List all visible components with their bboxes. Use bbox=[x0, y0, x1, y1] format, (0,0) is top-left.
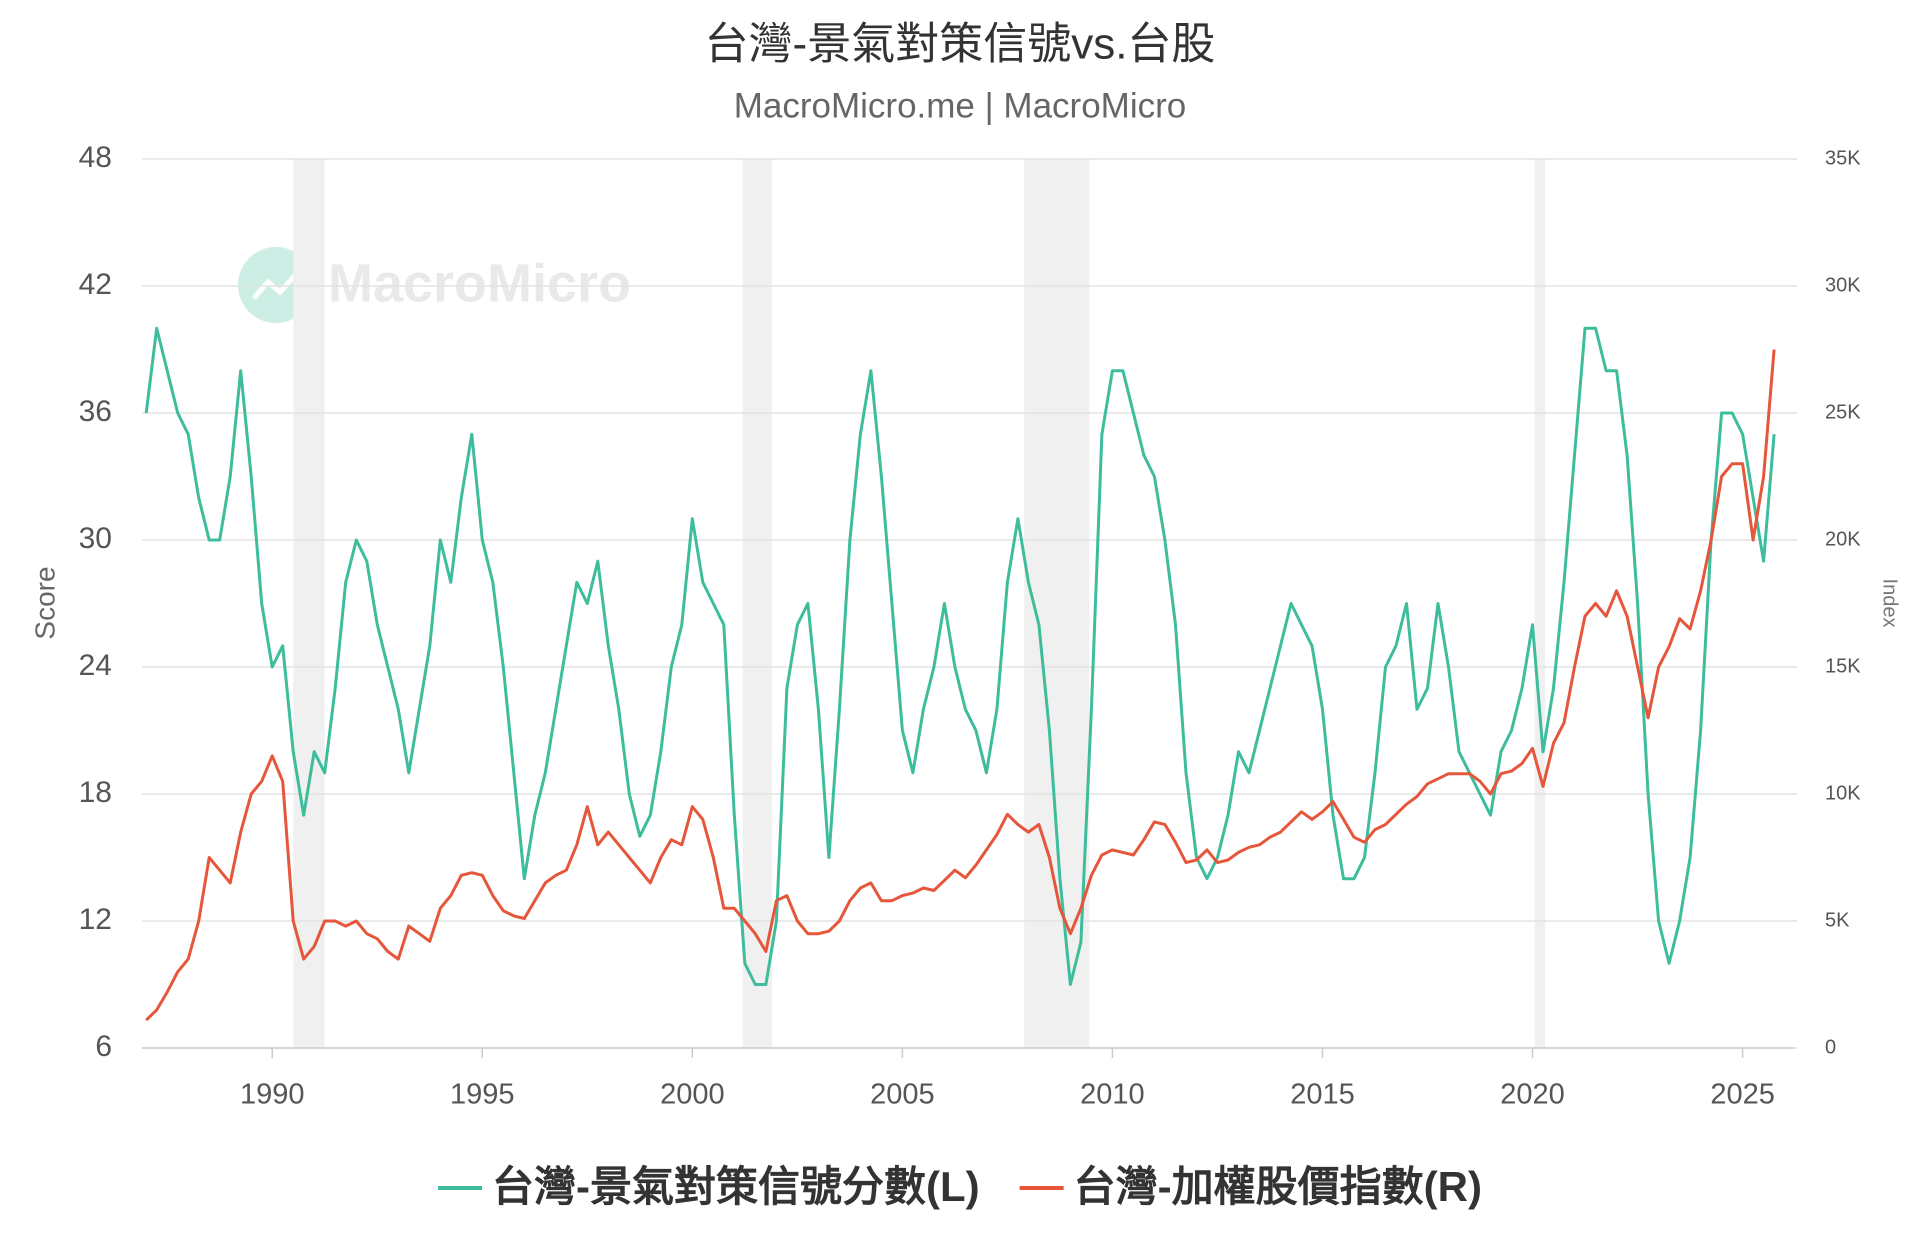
x-tick-label: 1990 bbox=[240, 1079, 305, 1111]
y2-tick-label: 25K bbox=[1825, 401, 1861, 423]
y2-tick-label: 0 bbox=[1825, 1036, 1836, 1058]
legend-label: 台灣-景氣對策信號分數(L) bbox=[492, 1163, 980, 1210]
series-line bbox=[145, 349, 1776, 1022]
y2-tick-label: 10K bbox=[1825, 782, 1861, 804]
x-tick-label: 2025 bbox=[1710, 1079, 1775, 1111]
y2-tick-label: 35K bbox=[1825, 147, 1861, 169]
legend-item: 台灣-景氣對策信號分數(L) bbox=[438, 1163, 980, 1210]
y-axis-title: Score bbox=[29, 566, 60, 639]
series-line bbox=[144, 326, 1776, 986]
x-tick-label: 2000 bbox=[660, 1079, 725, 1111]
y-tick-label: 18 bbox=[79, 776, 112, 809]
recession-band bbox=[1534, 159, 1546, 1048]
y-tick-label: 6 bbox=[95, 1030, 112, 1063]
y2-tick-label: 20K bbox=[1825, 528, 1861, 550]
x-tick-label: 2010 bbox=[1080, 1079, 1145, 1111]
watermark-text: MacroMicro bbox=[328, 253, 631, 313]
y2-tick-label: 15K bbox=[1825, 655, 1861, 677]
chart-title: 台灣-景氣對策信號vs.台股 bbox=[705, 20, 1216, 69]
recession-band bbox=[293, 159, 325, 1048]
y-tick-label: 24 bbox=[79, 649, 112, 682]
legend-item: 台灣-加權股價指數(R) bbox=[1019, 1163, 1482, 1210]
watermark-icon-line bbox=[252, 270, 300, 300]
y2-axis-title: Index bbox=[1879, 579, 1901, 628]
y-tick-label: 30 bbox=[79, 522, 112, 555]
x-tick-label: 2005 bbox=[870, 1079, 935, 1111]
y2-tick-label: 30K bbox=[1825, 274, 1861, 296]
y-tick-label: 42 bbox=[79, 268, 112, 301]
legend-label: 台灣-加權股價指數(R) bbox=[1074, 1163, 1482, 1210]
y-tick-label: 12 bbox=[79, 903, 112, 936]
x-tick-label: 2015 bbox=[1290, 1079, 1355, 1111]
x-tick-label: 2020 bbox=[1500, 1079, 1565, 1111]
y-tick-label: 48 bbox=[79, 141, 112, 174]
legend: 台灣-景氣對策信號分數(L) 台灣-加權股價指數(R) bbox=[438, 1163, 1482, 1210]
recession-band bbox=[742, 159, 773, 1048]
x-tick-label: 1995 bbox=[450, 1079, 515, 1111]
y-tick-label: 36 bbox=[79, 395, 112, 428]
chart-subtitle: MacroMicro.me | MacroMicro bbox=[734, 86, 1186, 125]
y2-tick-label: 5K bbox=[1825, 909, 1850, 931]
